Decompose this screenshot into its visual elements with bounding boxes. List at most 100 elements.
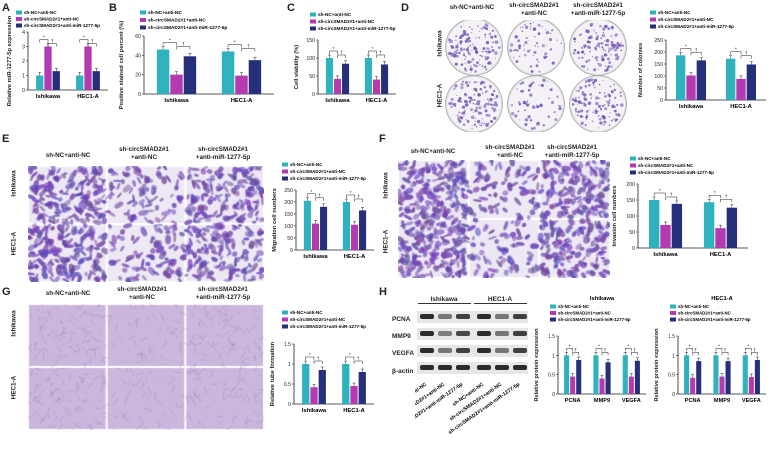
chart-title: HEC1-A (711, 296, 733, 302)
y-tick-label: 0.5 (548, 373, 555, 379)
y-tick-label: 0 (672, 392, 675, 398)
colony-dot (585, 110, 589, 113)
colony-dot (581, 93, 584, 96)
sig-bracket (79, 39, 89, 43)
bar (593, 355, 599, 394)
colony-dot (490, 45, 493, 49)
g-header-circ-1: sh-circSMAD2#1 (117, 286, 167, 293)
colony-dot (488, 34, 490, 36)
blot-band (420, 331, 434, 336)
colony-dot (606, 43, 610, 47)
colony-dot (525, 36, 528, 40)
x-category-label: PCNA (685, 398, 701, 404)
y-tick-label: 50 (309, 74, 315, 80)
legend-label: sh-circSMAD2#1+anti-miR-1277-5p (290, 176, 366, 181)
colony-dot (456, 114, 459, 117)
legend-label: sh-circSMAD2#1+anti-miR-1277-5p (148, 25, 227, 31)
colony-dot (602, 31, 605, 34)
colony-dot (487, 62, 490, 65)
colony-dot (455, 39, 457, 41)
colony-dot (541, 44, 545, 48)
sig-mark: † (91, 39, 94, 44)
colony-dot (460, 83, 464, 87)
colony-dot (478, 63, 481, 66)
colony-dot (571, 103, 575, 106)
colony-dot (461, 105, 466, 109)
colony-dot (483, 81, 486, 83)
colony-dot (517, 110, 520, 112)
colony-dot (522, 100, 527, 105)
colony-dot (598, 63, 602, 67)
colony-dot (457, 111, 460, 114)
d-header-mir-2: +anti-miR-1277-5p (570, 9, 626, 17)
colony-dot (491, 49, 495, 52)
colony-dot (481, 117, 484, 120)
colony-dot (461, 33, 465, 37)
colony-dot (471, 32, 473, 34)
sig-mark: * (349, 352, 351, 357)
sig-bracket (87, 43, 97, 47)
bar (342, 202, 350, 250)
colony-dot (467, 60, 471, 64)
colony-dot (583, 44, 587, 48)
colony-dot (619, 91, 622, 94)
colony-dot (474, 103, 476, 106)
colony-dot (456, 43, 459, 45)
colony-dot (472, 43, 474, 45)
colony-dot (614, 105, 616, 108)
colony-dot (484, 36, 487, 39)
colony-dot (486, 47, 488, 49)
bar (170, 74, 183, 94)
panel-label-h: H (379, 286, 387, 298)
blot-band (495, 348, 509, 353)
colony-dot (524, 123, 528, 127)
colony-dot (475, 64, 479, 68)
colony-dot (609, 85, 612, 88)
sig-mark: † (379, 50, 382, 55)
colony-dot (474, 71, 477, 73)
sig-mark: † (670, 192, 673, 197)
legend-label: sh-circSMAD2#1+anti-miR-1277-5p (290, 324, 366, 329)
g-row-hec: HEC1-A (10, 375, 18, 400)
sig-bracket (686, 348, 693, 352)
colony-dot (482, 124, 484, 126)
colony-dot (468, 100, 472, 103)
sig-mark: † (753, 347, 756, 352)
sig-mark: * (598, 343, 600, 348)
colony-dot (521, 30, 524, 33)
colony-dot (604, 43, 608, 47)
colony-dot (465, 103, 469, 107)
colony-dot (600, 55, 604, 59)
x-category-label: HEC1-A (366, 98, 388, 104)
sig-bracket (345, 356, 355, 360)
y-tick-label: 100 (306, 56, 315, 62)
y-tick-label: 40 (135, 53, 141, 59)
y-tick-label: 0 (312, 92, 315, 98)
bar (684, 355, 690, 394)
blot-band (495, 331, 509, 336)
sig-bracket (715, 348, 723, 352)
legend-swatch (550, 311, 556, 315)
colony-dot (537, 32, 541, 36)
sig-mark: † (695, 47, 698, 52)
colony-dot (483, 86, 486, 89)
colony-dot (607, 27, 611, 30)
colony-dot (577, 103, 579, 105)
g-header-mir-1: sh-circSMAD2#1 (198, 286, 248, 293)
legend-swatch (282, 324, 288, 329)
colony-dot (589, 93, 592, 96)
bar (221, 51, 235, 94)
colony-dot (533, 50, 537, 54)
panel-label-g: G (2, 286, 11, 298)
legend-swatch (630, 170, 636, 175)
bar (746, 64, 756, 100)
x-category-label: Ishikawa (325, 98, 350, 104)
colony-dot (524, 40, 528, 45)
colony-dot (593, 86, 596, 89)
y-axis-label: Relative tube formation (270, 341, 276, 406)
x-category-label: HEC1-A (231, 98, 253, 104)
colony-dot (479, 81, 483, 85)
legend-label: sh-circSMAD2#1+anti-NC (148, 18, 206, 24)
colony-dot (475, 106, 478, 109)
y-axis-label: Positive stained cell percent (%) (119, 21, 125, 110)
